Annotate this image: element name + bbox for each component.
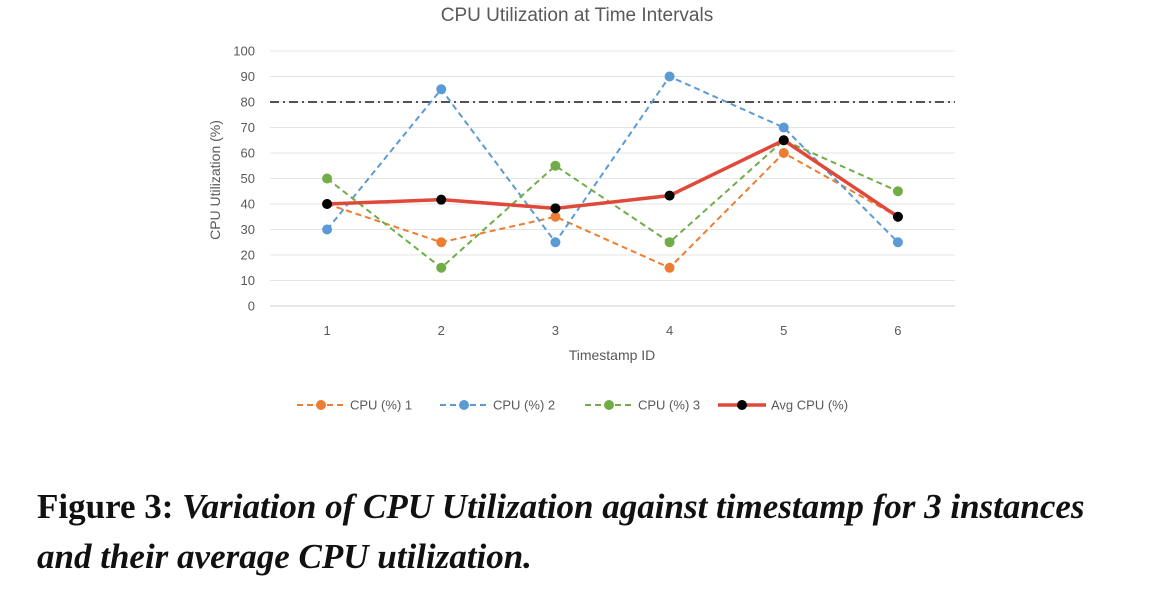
legend-swatch-marker — [459, 400, 469, 410]
data-point — [664, 237, 675, 248]
x-axis-label: Timestamp ID — [569, 347, 656, 363]
y-tick-label: 40 — [241, 197, 255, 212]
caption-text: Variation of CPU Utilization against tim… — [37, 487, 1085, 576]
y-tick-label: 50 — [241, 171, 255, 186]
y-tick-label: 90 — [241, 69, 255, 84]
y-tick-label: 10 — [241, 273, 255, 288]
x-axis-ticks: 1 2 3 4 5 6 — [323, 323, 901, 338]
y-tick-label: 0 — [248, 299, 255, 314]
legend-label: CPU (%) 1 — [350, 398, 412, 413]
y-tick-label: 70 — [241, 120, 255, 135]
data-point — [322, 173, 333, 184]
x-tick-label: 4 — [666, 323, 673, 338]
chart-title: CPU Utilization at Time Intervals — [441, 5, 713, 26]
legend-label: Avg CPU (%) — [771, 398, 848, 413]
y-tick-label: 100 — [233, 44, 255, 59]
y-tick-label: 20 — [241, 248, 255, 263]
gridlines — [270, 50, 955, 307]
data-point — [664, 262, 675, 273]
data-point — [322, 199, 333, 209]
series-line — [326, 75, 899, 244]
data-point — [664, 190, 675, 201]
data-point — [778, 135, 789, 146]
legend: CPU (%) 1 CPU (%) 2 CPU (%) 3 Avg CPU (%) — [297, 398, 848, 413]
y-tick-label: 80 — [241, 95, 255, 110]
figure-caption: Figure 3: Variation of CPU Utilization a… — [37, 482, 1137, 582]
y-tick-label: 30 — [241, 222, 255, 237]
data-point — [436, 237, 447, 248]
legend-swatch-marker — [316, 400, 326, 410]
series-line — [326, 139, 899, 269]
data-point — [550, 203, 561, 214]
y-tick-label: 60 — [241, 146, 255, 161]
series-line — [327, 138, 899, 219]
line-chart: CPU Utilization at Time Intervals 0 10 20 3… — [207, 5, 955, 413]
data-point — [436, 84, 447, 95]
x-tick-label: 1 — [323, 323, 330, 338]
data-point — [550, 160, 561, 171]
caption-lead: Figure 3: — [37, 487, 174, 526]
data-point — [550, 211, 561, 222]
data-point — [664, 71, 675, 82]
y-axis-ticks: 0 10 20 30 40 50 60 70 80 90 100 — [233, 44, 255, 314]
data-point — [892, 237, 903, 248]
data-point — [778, 122, 789, 133]
legend-label: CPU (%) 3 — [638, 398, 700, 413]
data-point — [892, 211, 903, 222]
data-point — [436, 194, 447, 205]
data-point — [892, 186, 903, 197]
series-4 — [322, 135, 903, 222]
data-point — [322, 224, 333, 235]
legend-swatch-marker — [737, 400, 747, 410]
data-point — [436, 262, 447, 273]
series-line — [326, 152, 899, 269]
y-axis-label: CPU Utilization (%) — [207, 120, 223, 240]
x-tick-label: 2 — [438, 323, 445, 338]
x-tick-label: 3 — [552, 323, 559, 338]
legend-item: Avg CPU (%) — [718, 398, 848, 413]
legend-item: CPU (%) 1 — [297, 398, 412, 413]
series-layer — [322, 71, 903, 273]
series-1 — [322, 148, 903, 273]
series-2 — [322, 71, 903, 248]
legend-swatch-marker — [604, 400, 614, 410]
x-tick-label: 5 — [780, 323, 787, 338]
legend-item: CPU (%) 3 — [585, 398, 700, 413]
legend-item: CPU (%) 2 — [440, 398, 555, 413]
data-point — [778, 148, 789, 158]
data-point — [550, 237, 561, 248]
legend-label: CPU (%) 2 — [493, 398, 555, 413]
x-tick-label: 6 — [894, 323, 901, 338]
